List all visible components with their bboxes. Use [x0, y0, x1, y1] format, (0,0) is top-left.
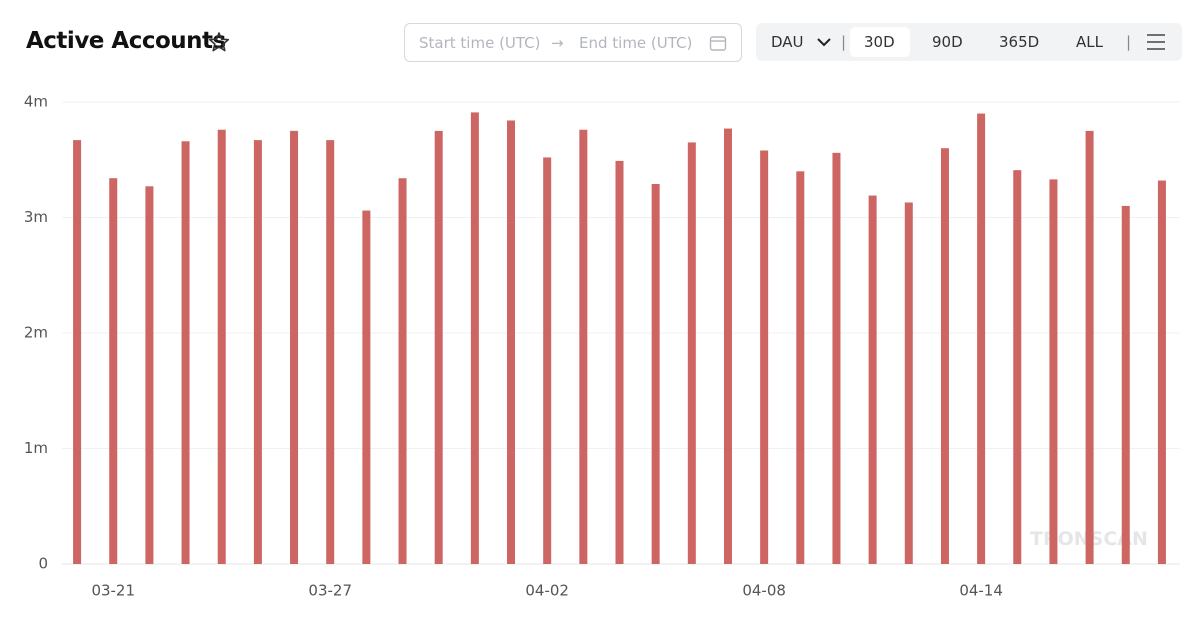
range-tab[interactable]: 90D — [932, 33, 963, 51]
start-time[interactable]: Start time (UTC) — [419, 34, 541, 52]
bar — [687, 142, 696, 565]
x-tick-label: 04-14 — [959, 582, 1003, 600]
bar — [796, 171, 805, 565]
bar — [1085, 130, 1094, 564]
favorite-star[interactable] — [208, 31, 230, 53]
bar — [109, 178, 118, 565]
bar — [1157, 180, 1166, 565]
range-tab[interactable]: 365D — [999, 33, 1040, 51]
bar — [615, 160, 624, 564]
y-tick-label: 4m — [24, 93, 48, 111]
x-tick-label: 04-02 — [525, 582, 569, 600]
divider: | — [1126, 33, 1132, 51]
divider: | — [841, 33, 847, 51]
bar — [940, 148, 949, 564]
bar — [73, 140, 82, 565]
bar — [651, 184, 660, 564]
bar — [507, 120, 516, 564]
bar — [868, 195, 877, 564]
bar — [904, 202, 913, 565]
bar — [723, 128, 732, 564]
x-tick-label: 03-21 — [91, 582, 135, 600]
bar — [1121, 205, 1130, 564]
arrow: → — [551, 34, 564, 52]
menu-icon[interactable] — [1146, 33, 1166, 51]
bar — [290, 130, 299, 564]
bar — [326, 140, 335, 565]
x-tick-label: 03-27 — [308, 582, 352, 600]
bar — [760, 150, 769, 564]
bar — [145, 186, 154, 564]
y-tick-label: 0 — [38, 555, 48, 573]
metric-select[interactable]: DAU — [771, 33, 804, 51]
bar — [217, 129, 226, 564]
range-tab[interactable]: ALL — [1076, 33, 1103, 51]
bar — [253, 140, 262, 565]
bar — [434, 130, 443, 564]
controls: DAU | 30D 90D 365D ALL | — [756, 23, 1182, 61]
bar — [832, 152, 841, 564]
y-tick-label: 2m — [24, 324, 48, 342]
bar — [1049, 179, 1058, 564]
end-time[interactable]: End time (UTC) — [579, 34, 693, 52]
bar — [579, 129, 588, 564]
y-tick-label: 3m — [24, 208, 48, 226]
x-tick-label: 04-08 — [742, 582, 786, 600]
title: Active Accounts — [26, 28, 226, 54]
bar — [362, 210, 371, 564]
bar — [398, 178, 407, 565]
dropdown-caret[interactable] — [817, 38, 831, 48]
calendar-icon[interactable] — [709, 34, 727, 52]
y-tick-label: 1m — [24, 439, 48, 457]
date-range[interactable]: Start time (UTC) → End time (UTC) — [404, 23, 742, 62]
bar — [543, 157, 552, 564]
bar — [181, 141, 190, 564]
bar — [977, 113, 986, 565]
active-tab-bg — [850, 27, 910, 57]
bar — [470, 112, 479, 565]
range-tab[interactable]: 30D — [864, 33, 895, 51]
bar — [1013, 170, 1022, 564]
